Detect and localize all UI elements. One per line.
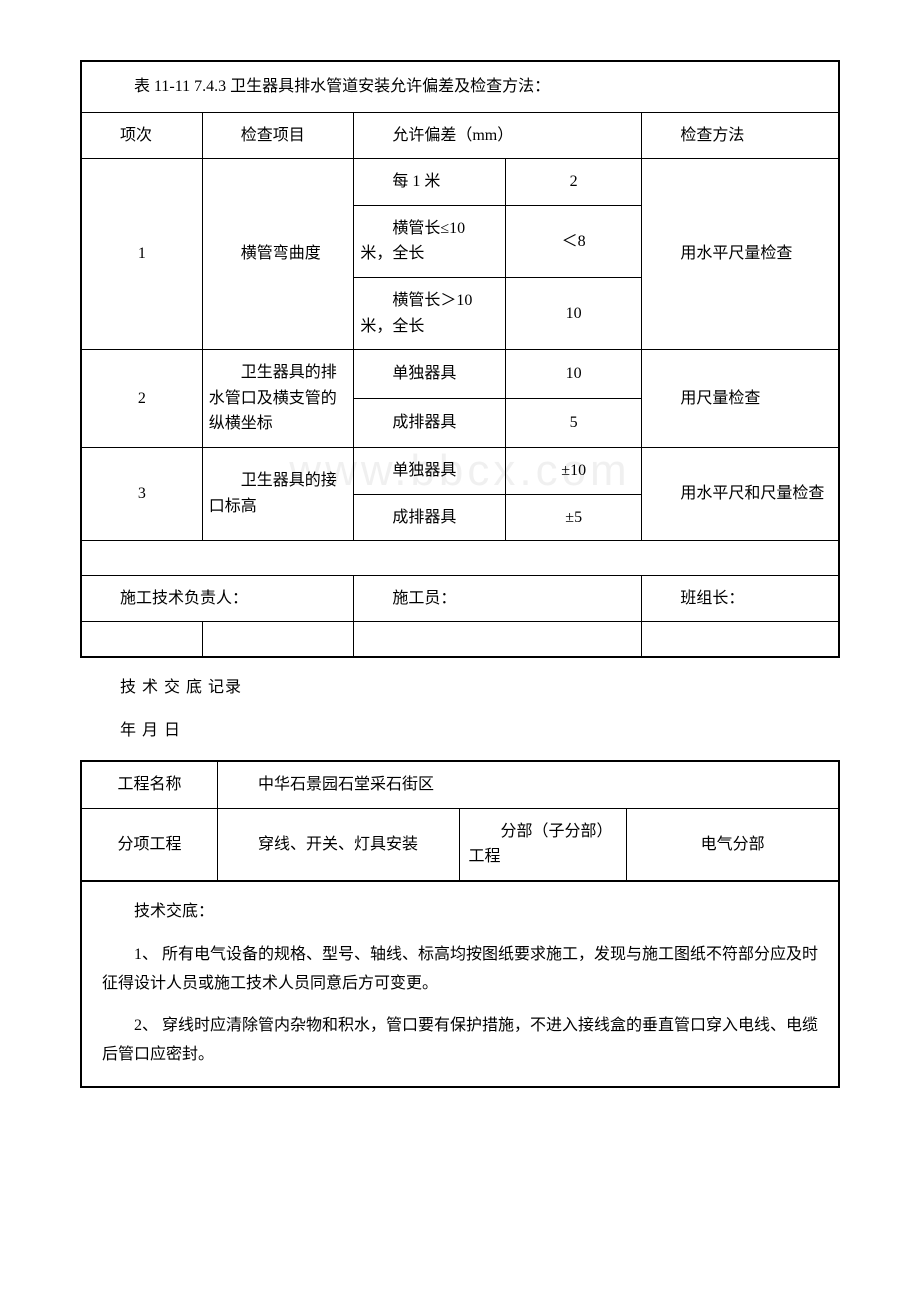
table-row: 分项工程 穿线、开关、灯具安装 分部（子分部）工程 电气分部	[81, 808, 839, 881]
division-value: 电气分部	[627, 808, 839, 881]
r3-sub2-label: 成排器具	[354, 494, 506, 541]
project-info-table: 工程名称 中华石景园石堂采石街区 分项工程 穿线、开关、灯具安装 分部（子分部）…	[80, 760, 840, 882]
r3-sub1-val: ±10	[505, 447, 641, 494]
seq-2: 2	[81, 350, 202, 448]
r1-sub3-val: 10	[505, 277, 641, 349]
sub-project-label: 分项工程	[81, 808, 217, 881]
builder: 施工员：	[354, 575, 642, 622]
r1-sub1-val: 2	[505, 159, 641, 206]
record-title: 技 术 交 底 记录	[120, 674, 840, 701]
r2-sub1-label: 单独器具	[354, 350, 506, 399]
r1-sub2-label: 横管长≤10 米，全长	[354, 205, 506, 277]
note-1: 1、 所有电气设备的规格、型号、轴线、标高均按图纸要求施工，发现与施工图纸不符部…	[102, 941, 818, 999]
r2-sub2-label: 成排器具	[354, 399, 506, 448]
table-row: 工程名称 中华石景园石堂采石街区	[81, 761, 839, 808]
col-seq: 项次	[81, 112, 202, 159]
project-name-value: 中华石景园石堂采石街区	[217, 761, 839, 808]
empty-cell	[81, 622, 202, 657]
notes-heading: 技术交底：	[102, 898, 818, 927]
r1-method: 用水平尺量检查	[642, 159, 839, 350]
r2-method: 用尺量检查	[642, 350, 839, 448]
col-deviation: 允许偏差（mm）	[354, 112, 642, 159]
table-row: 3 卫生器具的接口标高 单独器具 ±10 用水平尺和尺量检查	[81, 447, 839, 494]
empty-row-2	[81, 622, 839, 657]
division-label: 分部（子分部）工程	[460, 808, 627, 881]
r1-sub3-label: 横管长＞10 米，全长	[354, 277, 506, 349]
col-item: 检查项目	[202, 112, 354, 159]
r3-sub1-label: 单独器具	[354, 447, 506, 494]
table-row: 2 卫生器具的排水管口及横支管的纵横坐标 单独器具 10 用尺量检查	[81, 350, 839, 399]
r1-sub1-label: 每 1 米	[354, 159, 506, 206]
item-2: 卫生器具的排水管口及横支管的纵横坐标	[202, 350, 354, 448]
empty-row	[81, 541, 839, 576]
table-header-row: 项次 检查项目 允许偏差（mm） 检查方法	[81, 112, 839, 159]
table-title: 表 11-11 7.4.3 卫生器具排水管道安装允许偏差及检查方法：	[81, 61, 839, 112]
deviation-table: 表 11-11 7.4.3 卫生器具排水管道安装允许偏差及检查方法： 项次 检查…	[80, 60, 840, 658]
empty-cell	[81, 541, 839, 576]
record-date: 年 月 日	[120, 717, 840, 744]
project-name-label: 工程名称	[81, 761, 217, 808]
r1-sub2-val: ＜8	[505, 205, 641, 277]
r2-sub1-val: 10	[505, 350, 641, 399]
seq-1: 1	[81, 159, 202, 350]
r3-method: 用水平尺和尺量检查	[642, 447, 839, 540]
tech-responsible: 施工技术负责人：	[81, 575, 354, 622]
seq-3: 3	[81, 447, 202, 540]
r3-sub2-val: ±5	[505, 494, 641, 541]
item-3: 卫生器具的接口标高	[202, 447, 354, 540]
footer-row: 施工技术负责人： 施工员： 班组长：	[81, 575, 839, 622]
team-leader: 班组长：	[642, 575, 839, 622]
sub-project-value: 穿线、开关、灯具安装	[217, 808, 460, 881]
col-method: 检查方法	[642, 112, 839, 159]
r2-sub2-val: 5	[505, 399, 641, 448]
table-row: 1 横管弯曲度 每 1 米 2 用水平尺量检查	[81, 159, 839, 206]
item-1: 横管弯曲度	[202, 159, 354, 350]
empty-cell	[354, 622, 642, 657]
table-title-row: 表 11-11 7.4.3 卫生器具排水管道安装允许偏差及检查方法：	[81, 61, 839, 112]
notes-block: 技术交底： 1、 所有电气设备的规格、型号、轴线、标高均按图纸要求施工，发现与施…	[80, 882, 840, 1088]
empty-cell	[642, 622, 839, 657]
note-2: 2、 穿线时应清除管内杂物和积水，管口要有保护措施，不进入接线盒的垂直管口穿入电…	[102, 1012, 818, 1070]
empty-cell	[202, 622, 354, 657]
